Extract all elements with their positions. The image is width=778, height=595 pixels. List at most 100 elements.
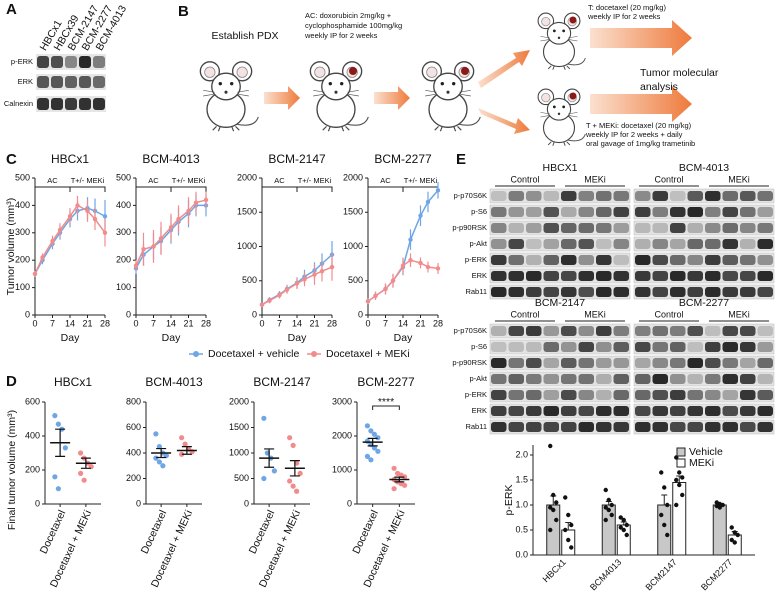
blot-band [635, 390, 651, 400]
blot-band [613, 239, 629, 249]
blot-band [491, 287, 507, 297]
blot-band [687, 207, 703, 217]
point [85, 208, 90, 214]
y-axis-label: Final tumor volume (mm³) [6, 410, 18, 530]
point [271, 468, 277, 474]
point [566, 537, 571, 543]
chart-title: BCM-2277 [357, 375, 415, 389]
x-tick-label: 7 [50, 318, 55, 328]
blot-band [613, 223, 629, 233]
y-tick-label: 200 [25, 464, 40, 474]
point [40, 255, 45, 260]
blot-band [687, 390, 703, 400]
row-label: ERK [472, 406, 487, 415]
blot-band [613, 342, 629, 352]
point [371, 431, 378, 437]
blot-band [578, 342, 594, 352]
annotation: AC [380, 176, 391, 185]
point [563, 495, 568, 500]
bracket [34, 186, 106, 192]
blot-strip [633, 204, 775, 220]
blot-strip [489, 403, 631, 419]
point [371, 445, 378, 451]
point [67, 214, 73, 219]
x-tick-label: HBCx1 [541, 557, 568, 584]
blot-band [757, 191, 773, 201]
blot-band [65, 98, 77, 110]
point [603, 505, 608, 510]
y-tick-label: 0.0 [515, 549, 528, 559]
blot-band [508, 223, 524, 233]
blot-band [687, 255, 703, 265]
point [680, 475, 685, 480]
row-label: p-p90RSK [452, 358, 487, 367]
blot-band [652, 406, 668, 416]
blot-title: HBCX1 [542, 162, 577, 174]
blot-band [578, 406, 594, 416]
blot-strip [633, 403, 775, 419]
blot-band [722, 390, 738, 400]
blot-band [79, 56, 91, 68]
blot-band [578, 358, 594, 368]
point [81, 477, 87, 483]
blot-band [578, 191, 594, 201]
blot-band [526, 271, 542, 281]
blot-band [740, 255, 756, 265]
point [163, 452, 169, 459]
blot-band [613, 374, 629, 384]
y-tick-label: 1000 [332, 464, 352, 474]
point [141, 247, 146, 252]
x-tick-label: 7 [151, 318, 156, 328]
y-tick-label: 1000 [237, 241, 257, 251]
blot-band [491, 191, 507, 201]
point [569, 545, 574, 550]
blot-band [491, 358, 507, 368]
blot-strip [489, 323, 631, 339]
legend-marker [676, 447, 686, 457]
blot-strip [489, 268, 631, 284]
point [179, 435, 185, 441]
blot-band [526, 390, 542, 400]
blot-band [93, 56, 105, 68]
blot-band [561, 271, 577, 281]
point [548, 505, 553, 510]
blot-band [543, 358, 559, 368]
point [554, 500, 559, 505]
blot-strip [633, 220, 775, 236]
x-tick-label: 0 [259, 318, 264, 328]
bar [727, 534, 742, 556]
blot-band [491, 255, 507, 265]
blot-band [757, 390, 773, 400]
blot-band [652, 223, 668, 233]
blot-band [705, 342, 721, 352]
blot-band [757, 358, 773, 368]
blot-band [722, 422, 738, 432]
bracket [372, 405, 400, 410]
row-label: ERK [472, 271, 487, 280]
blot-band [508, 191, 524, 201]
point [287, 435, 293, 441]
y-tick-label: 2000 [332, 430, 352, 440]
blot-band [526, 358, 542, 368]
point [284, 287, 290, 292]
legend-marker [193, 351, 199, 357]
point [102, 214, 108, 219]
blot-band [740, 358, 756, 368]
sem-bar [264, 448, 275, 468]
chart-title: BCM-4013 [145, 375, 203, 389]
y-tick-label: 300 [116, 227, 131, 237]
blot-strip [489, 252, 631, 268]
sem-bar [181, 446, 192, 455]
point [674, 477, 679, 483]
arrow [590, 86, 692, 122]
point [267, 298, 272, 303]
row-label: p-ERK [11, 57, 33, 66]
blot-band [526, 223, 542, 233]
blot-band [740, 406, 756, 416]
point [621, 527, 626, 533]
legend-marker [676, 458, 686, 468]
point [717, 505, 722, 510]
blot-band [578, 239, 594, 249]
blot-band [670, 390, 686, 400]
blot-band [722, 287, 738, 297]
